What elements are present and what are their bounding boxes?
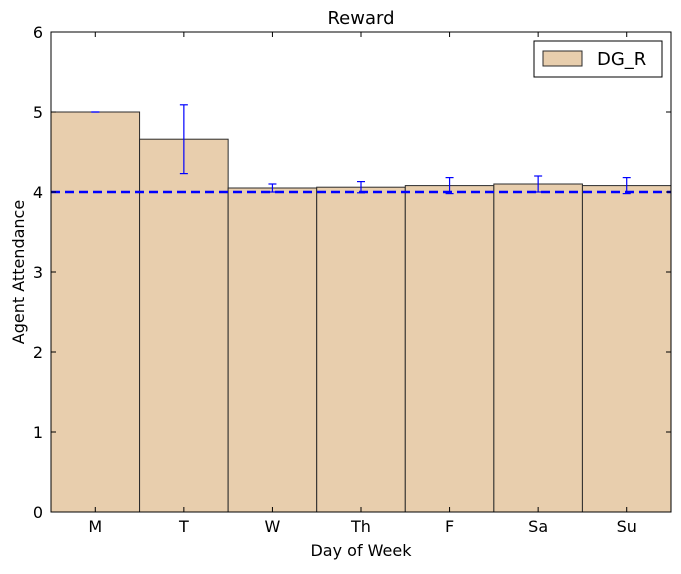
axes-layer: M T W Th F Sa Su 0 1 2 3 4 5 6	[33, 23, 671, 536]
x-axis-label: Day of Week	[310, 541, 412, 560]
y-axis-label: Agent Attendance	[9, 200, 28, 344]
y-tick-label: 6	[33, 23, 43, 42]
x-tick-label: W	[265, 517, 281, 536]
y-tick-label: 5	[33, 103, 43, 122]
bar-Sa	[493, 183, 583, 513]
error-bars-layer	[91, 104, 631, 195]
bar-Th	[316, 186, 406, 513]
bar-F	[404, 185, 495, 513]
bar-T	[139, 138, 229, 513]
x-tick-label: T	[178, 517, 189, 536]
x-tick-label: Su	[617, 517, 637, 536]
legend: DG_R	[533, 40, 663, 78]
legend-swatch	[542, 50, 583, 67]
y-tick-label: 2	[33, 343, 43, 362]
x-tick-label: M	[88, 517, 102, 536]
chart-title: Reward	[327, 8, 394, 29]
error-bar-T	[179, 104, 188, 175]
legend-label: DG_R	[597, 49, 646, 70]
y-tick-label: 0	[33, 503, 43, 522]
x-tick-label: Sa	[528, 517, 548, 536]
bar-Su	[581, 185, 672, 513]
x-tick-label: F	[445, 517, 454, 536]
bar-W	[227, 187, 318, 513]
y-tick-label: 3	[33, 263, 43, 282]
bars-layer	[50, 111, 672, 513]
y-tick-label: 1	[33, 423, 43, 442]
x-tick-label: Th	[350, 517, 371, 536]
y-tick-label: 4	[33, 183, 43, 202]
bar-M	[50, 111, 141, 513]
